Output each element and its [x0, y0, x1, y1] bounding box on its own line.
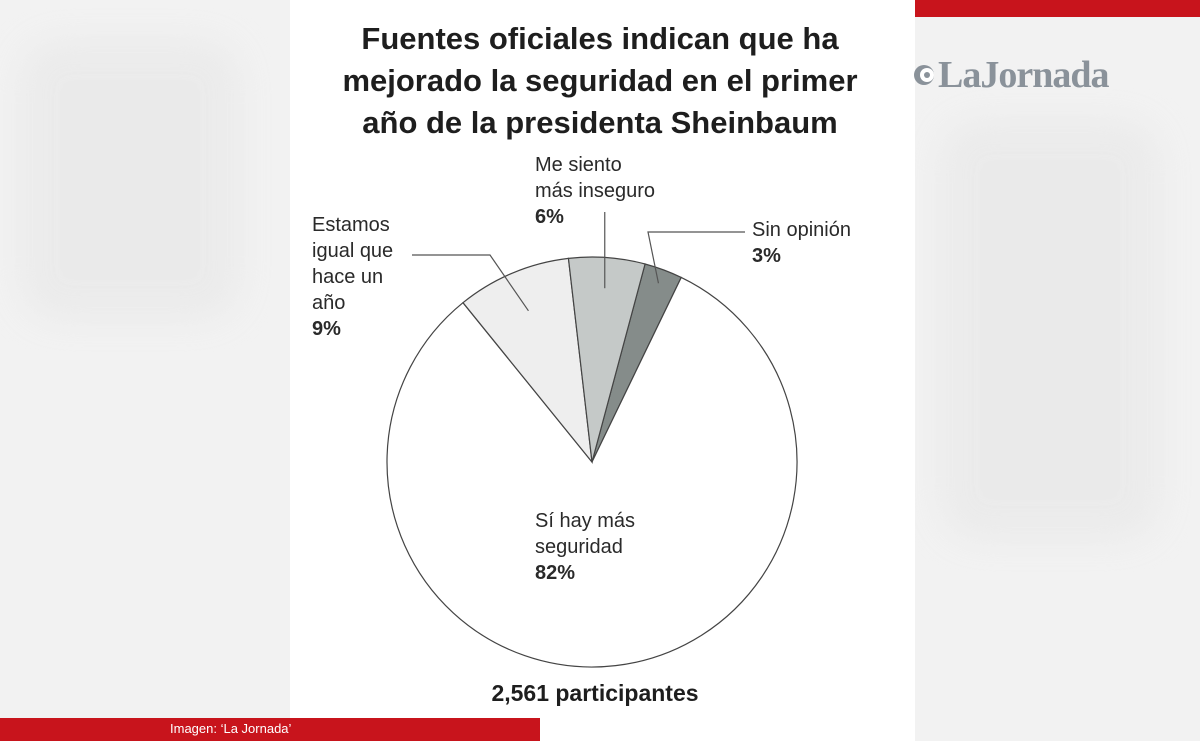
label-mas-inseguro-text: Me siento más inseguro	[535, 154, 656, 202]
background-blur-shape	[940, 120, 1160, 540]
background-blur-shape	[20, 40, 240, 320]
logo-wordmark: LaJornada	[938, 54, 1109, 96]
leader-sin-opinion	[647, 231, 745, 284]
label-sin-opinion: Sin opinión 3%	[752, 217, 851, 269]
slice-mas-seguridad	[386, 276, 798, 668]
label-sin-opinion-text: Sin opinión	[752, 219, 851, 241]
slice-estamos-igual	[462, 257, 593, 464]
chart-title: Fuentes oficiales indican que ha mejorad…	[342, 21, 858, 140]
label-mas-seguridad: Sí hay más seguridad 82%	[535, 508, 635, 586]
label-estamos-igual-pct: 9%	[312, 318, 341, 340]
leader-estamos-igual	[412, 254, 529, 312]
slice-mas-inseguro	[567, 256, 646, 463]
bottom-accent-bar	[0, 718, 540, 741]
jornada-logo-icon	[914, 65, 934, 85]
label-estamos-igual: Estamos igual que hace un año 9%	[312, 212, 393, 342]
label-mas-inseguro-pct: 6%	[535, 206, 564, 228]
label-mas-inseguro: Me siento más inseguro 6%	[535, 152, 655, 230]
label-estamos-igual-text: Estamos igual que hace un año	[312, 214, 394, 314]
label-mas-seguridad-text: Sí hay más seguridad	[535, 510, 636, 558]
participants-note: 2,561 participantes	[491, 680, 699, 706]
publisher-logo: LaJornada	[912, 54, 1109, 96]
label-mas-seguridad-pct: 82%	[535, 562, 576, 584]
image-credit: Imagen: ‘La Jornada’	[170, 721, 292, 736]
label-sin-opinion-pct: 3%	[752, 245, 781, 267]
